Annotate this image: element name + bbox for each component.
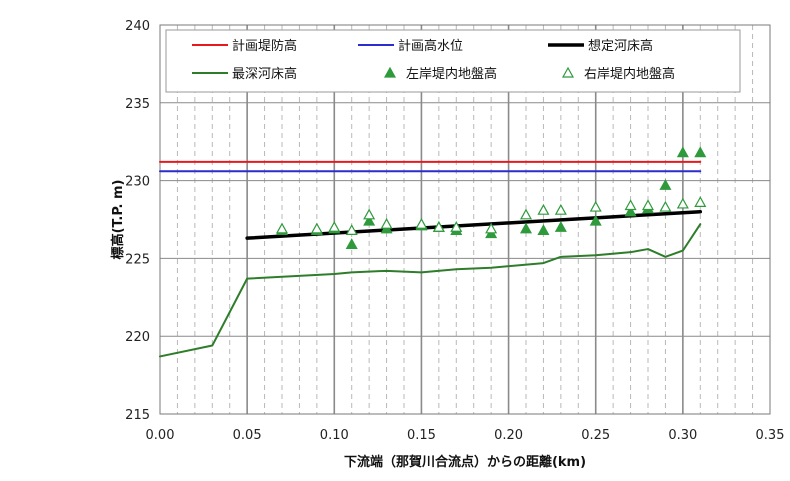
- legend-label: 最深河床高: [232, 66, 297, 82]
- data-point-marker: [676, 146, 689, 158]
- y-tick-label: 225: [125, 252, 150, 267]
- data-point-marker: [694, 146, 707, 158]
- series-layer: [159, 146, 707, 358]
- data-point-marker: [415, 217, 428, 229]
- series-3: [159, 223, 702, 358]
- legend-label: 想定河床高: [588, 38, 653, 54]
- y-tick-label: 220: [125, 330, 150, 345]
- data-point-marker: [363, 208, 376, 220]
- tick-labels: 0.00 0.05 0.10 0.15 0.20 0.25 0.30 0.35 215 220 22…: [125, 19, 784, 443]
- data-point-marker: [624, 205, 637, 217]
- data-point-marker: [345, 238, 358, 249]
- plot-frame: [159, 24, 771, 415]
- data-point-marker: [554, 221, 567, 232]
- legend-box: [165, 29, 741, 93]
- x-tick-label: 0.25: [581, 428, 610, 443]
- data-point-marker: [328, 221, 341, 232]
- data-point-marker: [659, 179, 672, 190]
- legend-label: 計画高水位: [398, 38, 463, 54]
- x-tick-label: 0.00: [146, 428, 175, 443]
- legend-label: 右岸堤内地盤高: [584, 66, 675, 82]
- data-point-marker: [485, 222, 498, 234]
- y-tick-label: 240: [125, 19, 150, 34]
- data-point-marker: [519, 208, 533, 220]
- data-point-marker: [554, 203, 567, 215]
- data-point-marker: [275, 222, 289, 234]
- data-point-marker: [519, 222, 533, 234]
- data-point-marker: [537, 203, 550, 215]
- legend-swatch: [383, 66, 397, 78]
- series-5: [275, 196, 707, 235]
- data-point-marker: [432, 221, 445, 232]
- y-tick-label: 215: [125, 408, 150, 423]
- x-tick-label: 0.20: [494, 428, 523, 443]
- x-tick-label: 0.35: [756, 428, 785, 443]
- data-point-marker: [310, 222, 323, 234]
- data-point-marker: [659, 200, 672, 212]
- data-point-marker: [589, 200, 602, 212]
- legend-label: 計画堤防高: [232, 38, 297, 54]
- data-point-marker: [694, 196, 707, 207]
- x-axis-title: 下流端（那賀川合流点）からの距離(km): [344, 454, 586, 470]
- x-tick-label: 0.10: [320, 428, 349, 443]
- data-point-marker: [641, 199, 655, 211]
- data-point-marker: [450, 221, 463, 232]
- data-point-marker: [589, 214, 602, 226]
- x-tick-label: 0.05: [233, 428, 262, 443]
- data-point-marker: [345, 224, 358, 235]
- data-point-marker: [624, 199, 637, 211]
- series-line: [159, 223, 702, 358]
- legend-swatch: [561, 66, 575, 78]
- data-point-marker: [676, 197, 689, 209]
- data-point-marker: [380, 217, 393, 229]
- y-tick-label: 235: [125, 97, 150, 112]
- x-tick-label: 0.30: [668, 428, 697, 443]
- y-tick-label: 230: [125, 175, 150, 190]
- legend-label: 左岸堤内地盤高: [406, 66, 497, 82]
- y-axis-title: 標高(T.P. m): [110, 180, 126, 260]
- x-tick-label: 0.15: [407, 428, 436, 443]
- data-point-marker: [537, 224, 550, 235]
- data-point-marker: [363, 214, 376, 226]
